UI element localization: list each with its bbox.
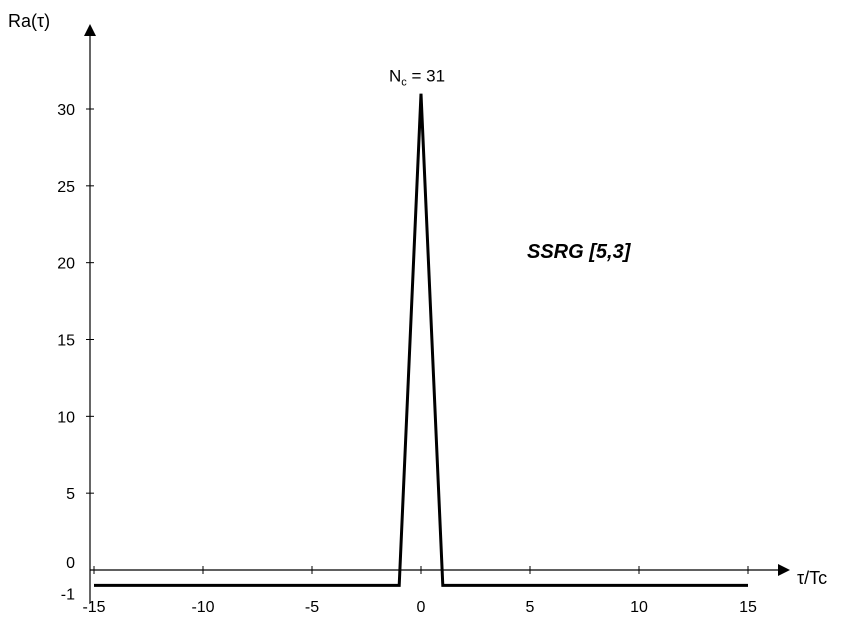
autocorrelation-line — [94, 93, 748, 587]
x-tick-label: -10 — [191, 599, 214, 616]
y-tick-label: 15 — [57, 333, 75, 350]
peak-annotation-subscript: c — [401, 77, 407, 89]
x-tick-label: 15 — [739, 599, 757, 616]
x-tick-label: -15 — [82, 599, 105, 616]
y-tick-label: 25 — [57, 179, 75, 196]
peak-annotation-main: N — [389, 67, 401, 86]
x-axis-label: τ/Tc — [797, 568, 827, 588]
x-tick-label: 0 — [417, 599, 426, 616]
y-tick-label: 5 — [66, 486, 75, 503]
series-label: SSRG [5,3] — [527, 241, 632, 263]
y-tick-label: 20 — [57, 256, 75, 273]
x-tick-label: 5 — [526, 599, 535, 616]
y-axis-label: Ra(τ) — [8, 11, 50, 31]
peak-annotation: Nc = 31 — [389, 67, 445, 89]
y-tick-label: 0 — [66, 555, 75, 572]
y-tick-label: 10 — [57, 409, 75, 426]
peak-annotation-value: = 31 — [407, 67, 445, 86]
x-tick-label: 10 — [630, 599, 648, 616]
x-tick-label: -5 — [305, 599, 319, 616]
y-tick-label: 30 — [57, 102, 75, 119]
y-tick-label: -1 — [61, 586, 75, 603]
